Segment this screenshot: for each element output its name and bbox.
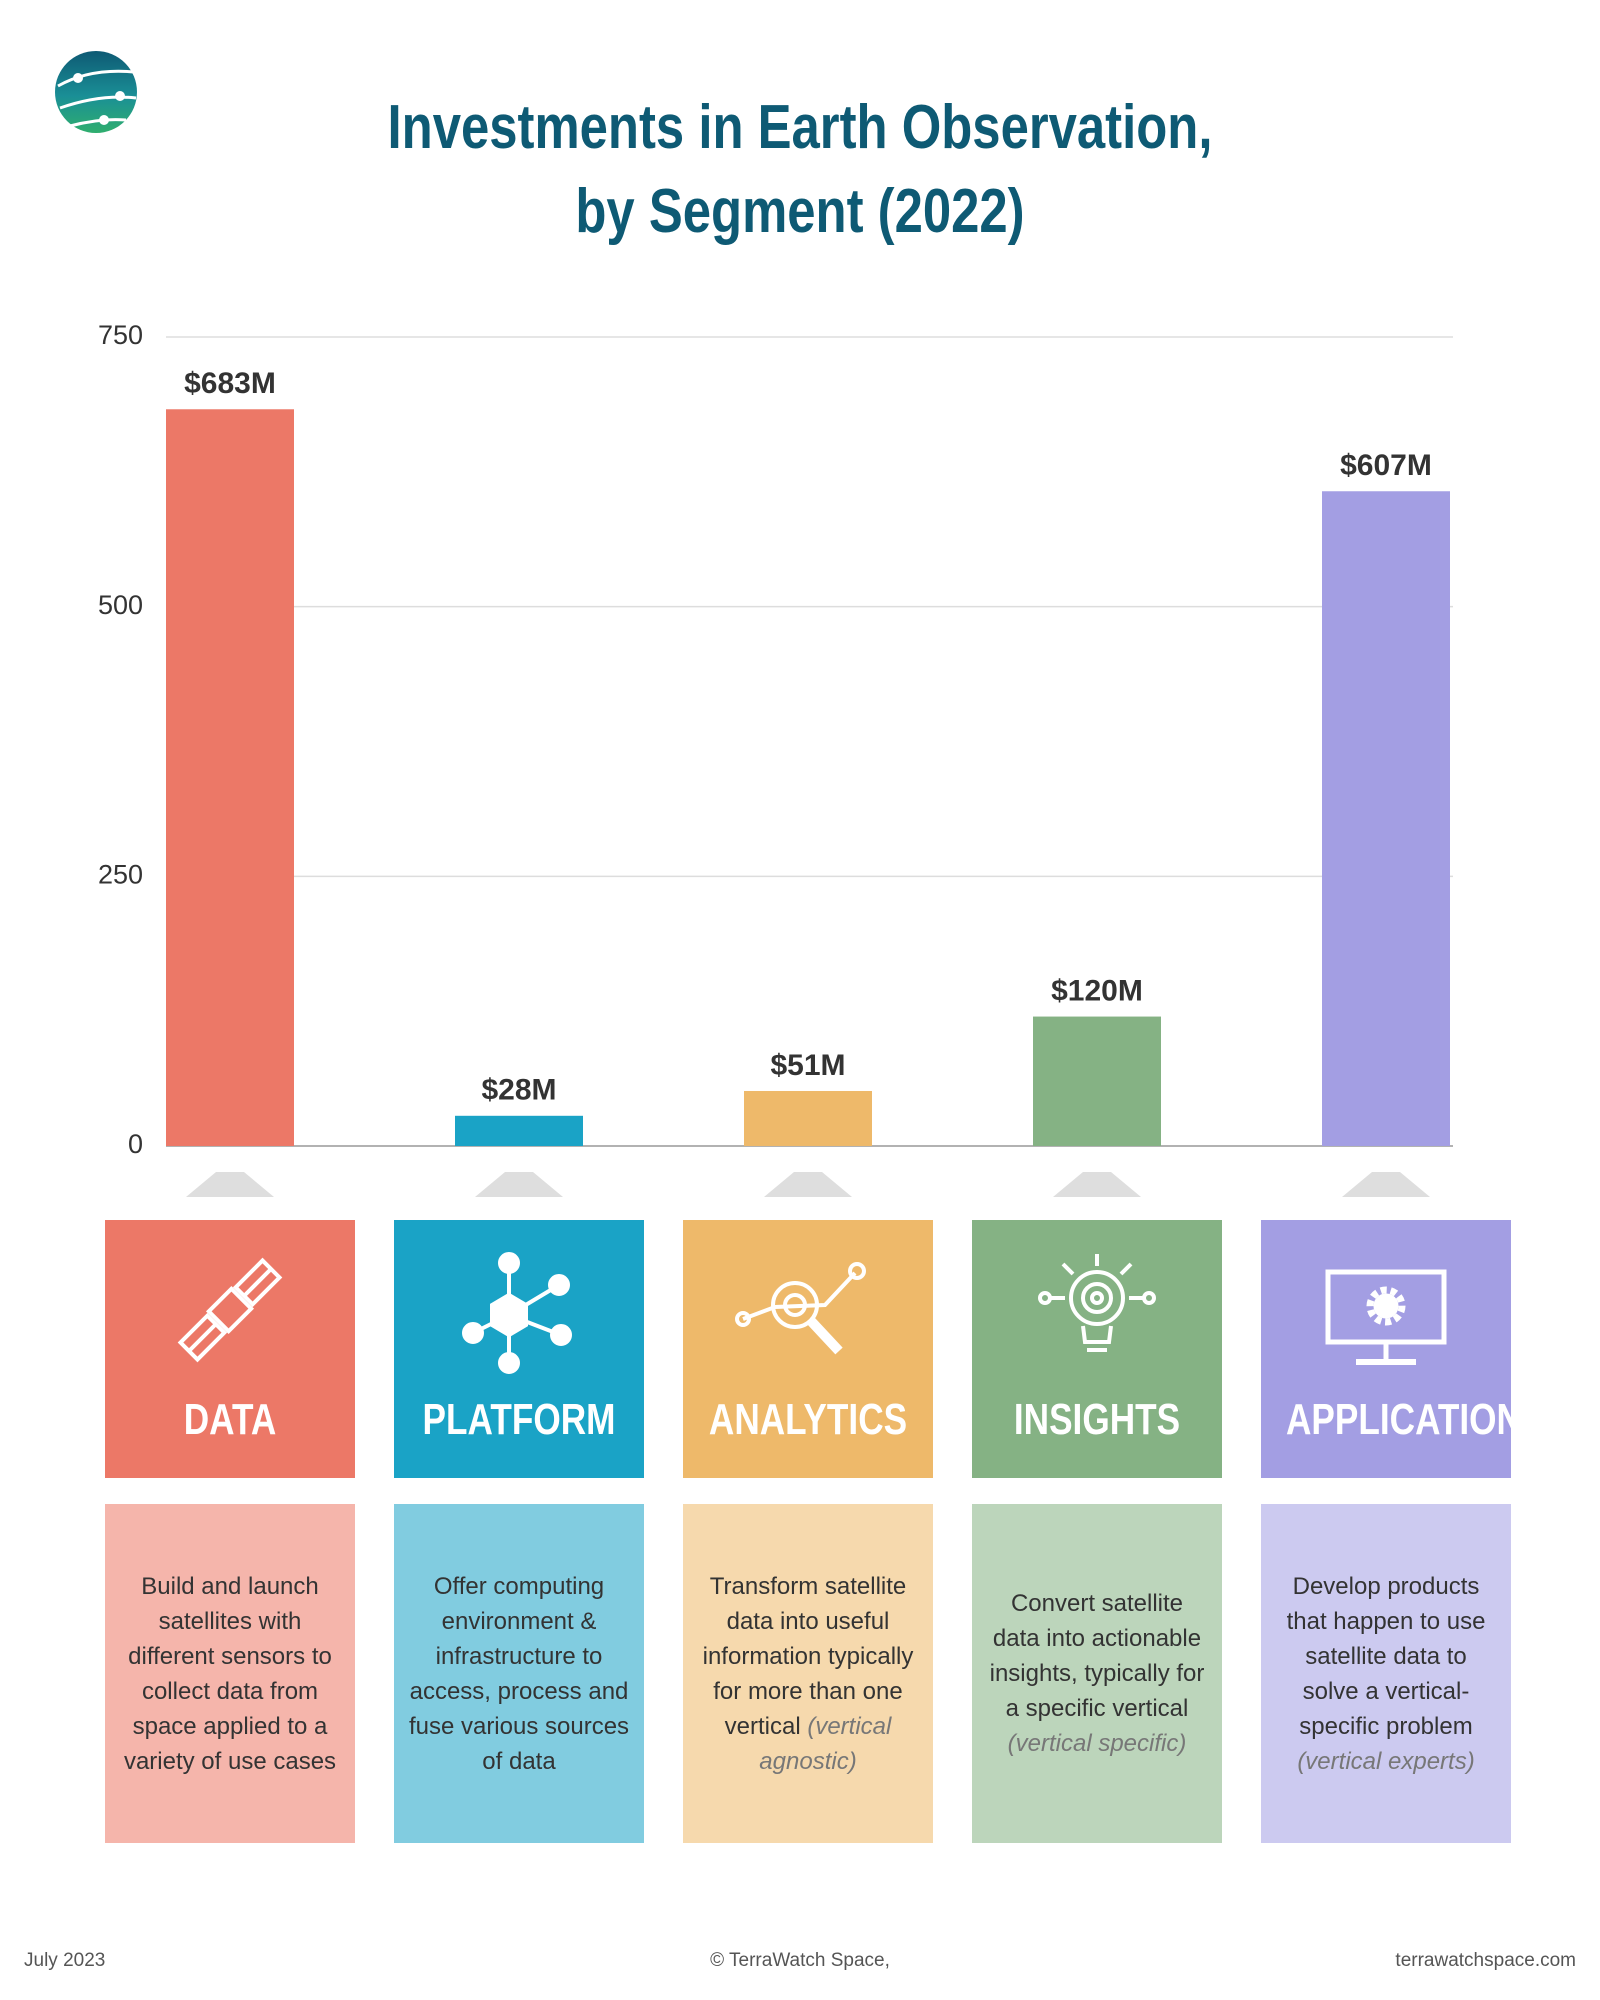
value-label: $51M bbox=[770, 1049, 845, 1082]
icon bbox=[1325, 1269, 1447, 1365]
pointer bbox=[186, 1172, 274, 1197]
pointer bbox=[475, 1172, 563, 1197]
description-main: Transform satellite data into useful inf… bbox=[702, 1572, 914, 1740]
icon bbox=[462, 1252, 572, 1374]
segment-header: INSIGHTS bbox=[972, 1220, 1222, 1478]
segment-label: APPLICATION bbox=[1286, 1395, 1522, 1444]
segment-header: APPLICATION bbox=[1261, 1220, 1522, 1478]
description-main: Build and launch satellites with differe… bbox=[123, 1572, 337, 1775]
logo bbox=[55, 51, 137, 133]
pointer bbox=[1053, 1172, 1141, 1197]
description-text: Develop products that happen to use sate… bbox=[1275, 1569, 1497, 1779]
description-note: (vertical experts) bbox=[1297, 1747, 1475, 1775]
description-text: Offer computing environment & infrastruc… bbox=[408, 1569, 630, 1779]
value-label: $120M bbox=[1051, 974, 1143, 1007]
icon bbox=[1038, 1254, 1156, 1352]
icon-frame bbox=[1325, 1269, 1447, 1365]
description-note: (vertical specific) bbox=[1007, 1730, 1187, 1757]
chart-title: Investments in Earth Observation, by Seg… bbox=[387, 93, 1213, 246]
value-label: $683M bbox=[184, 367, 276, 400]
bar bbox=[1033, 1016, 1161, 1146]
icon bbox=[735, 1262, 866, 1355]
description-note: (vertical agnostic) bbox=[759, 1712, 892, 1775]
segment-description: Develop products that happen to use sate… bbox=[1261, 1504, 1511, 1843]
value-label: $28M bbox=[481, 1074, 556, 1107]
segment-header: DATA bbox=[105, 1220, 355, 1478]
description-text: Build and launch satellites with differe… bbox=[119, 1569, 341, 1779]
segment-label: PLATFORM bbox=[422, 1395, 616, 1444]
y-tick-label: 750 bbox=[98, 320, 143, 350]
segment-description: Build and launch satellites with differe… bbox=[105, 1504, 355, 1843]
description-main: Develop products that happen to use sate… bbox=[1286, 1572, 1486, 1740]
segment-header: ANALYTICS bbox=[683, 1220, 933, 1478]
segment-label: DATA bbox=[183, 1395, 277, 1444]
y-tick-label: 0 bbox=[128, 1129, 143, 1159]
bar bbox=[166, 409, 294, 1147]
description-main: Convert satellite data into actionable i… bbox=[989, 1590, 1205, 1722]
icon-frame bbox=[177, 1257, 283, 1363]
segment-label: ANALYTICS bbox=[708, 1395, 908, 1444]
bar bbox=[455, 1115, 583, 1146]
segment-description: Offer computing environment & infrastruc… bbox=[394, 1504, 644, 1843]
pointer bbox=[1342, 1172, 1430, 1197]
value-label: $607M bbox=[1340, 449, 1432, 482]
segment-header: PLATFORM bbox=[394, 1220, 644, 1478]
icon-frame bbox=[735, 1262, 866, 1355]
segment-label: INSIGHTS bbox=[1013, 1395, 1181, 1444]
icon-frame bbox=[462, 1252, 572, 1374]
footer-date: July 2023 bbox=[24, 1950, 106, 1971]
icon bbox=[177, 1257, 283, 1363]
icon-frame bbox=[1038, 1254, 1156, 1352]
segment-description: Convert satellite data into actionable i… bbox=[972, 1504, 1222, 1843]
y-tick-label: 250 bbox=[98, 859, 143, 889]
footer-copyright: © TerraWatch Space, bbox=[710, 1950, 890, 1971]
description-text: Convert satellite data into actionable i… bbox=[986, 1586, 1208, 1761]
bar bbox=[744, 1090, 872, 1146]
segment-description: Transform satellite data into useful inf… bbox=[683, 1504, 933, 1843]
bar bbox=[1322, 491, 1450, 1146]
description-text: Transform satellite data into useful inf… bbox=[697, 1569, 919, 1779]
y-tick-label: 500 bbox=[98, 590, 143, 620]
description-main: Offer computing environment & infrastruc… bbox=[408, 1572, 630, 1775]
pointer bbox=[764, 1172, 852, 1197]
footer-website: terrawatchspace.com bbox=[1395, 1950, 1576, 1971]
